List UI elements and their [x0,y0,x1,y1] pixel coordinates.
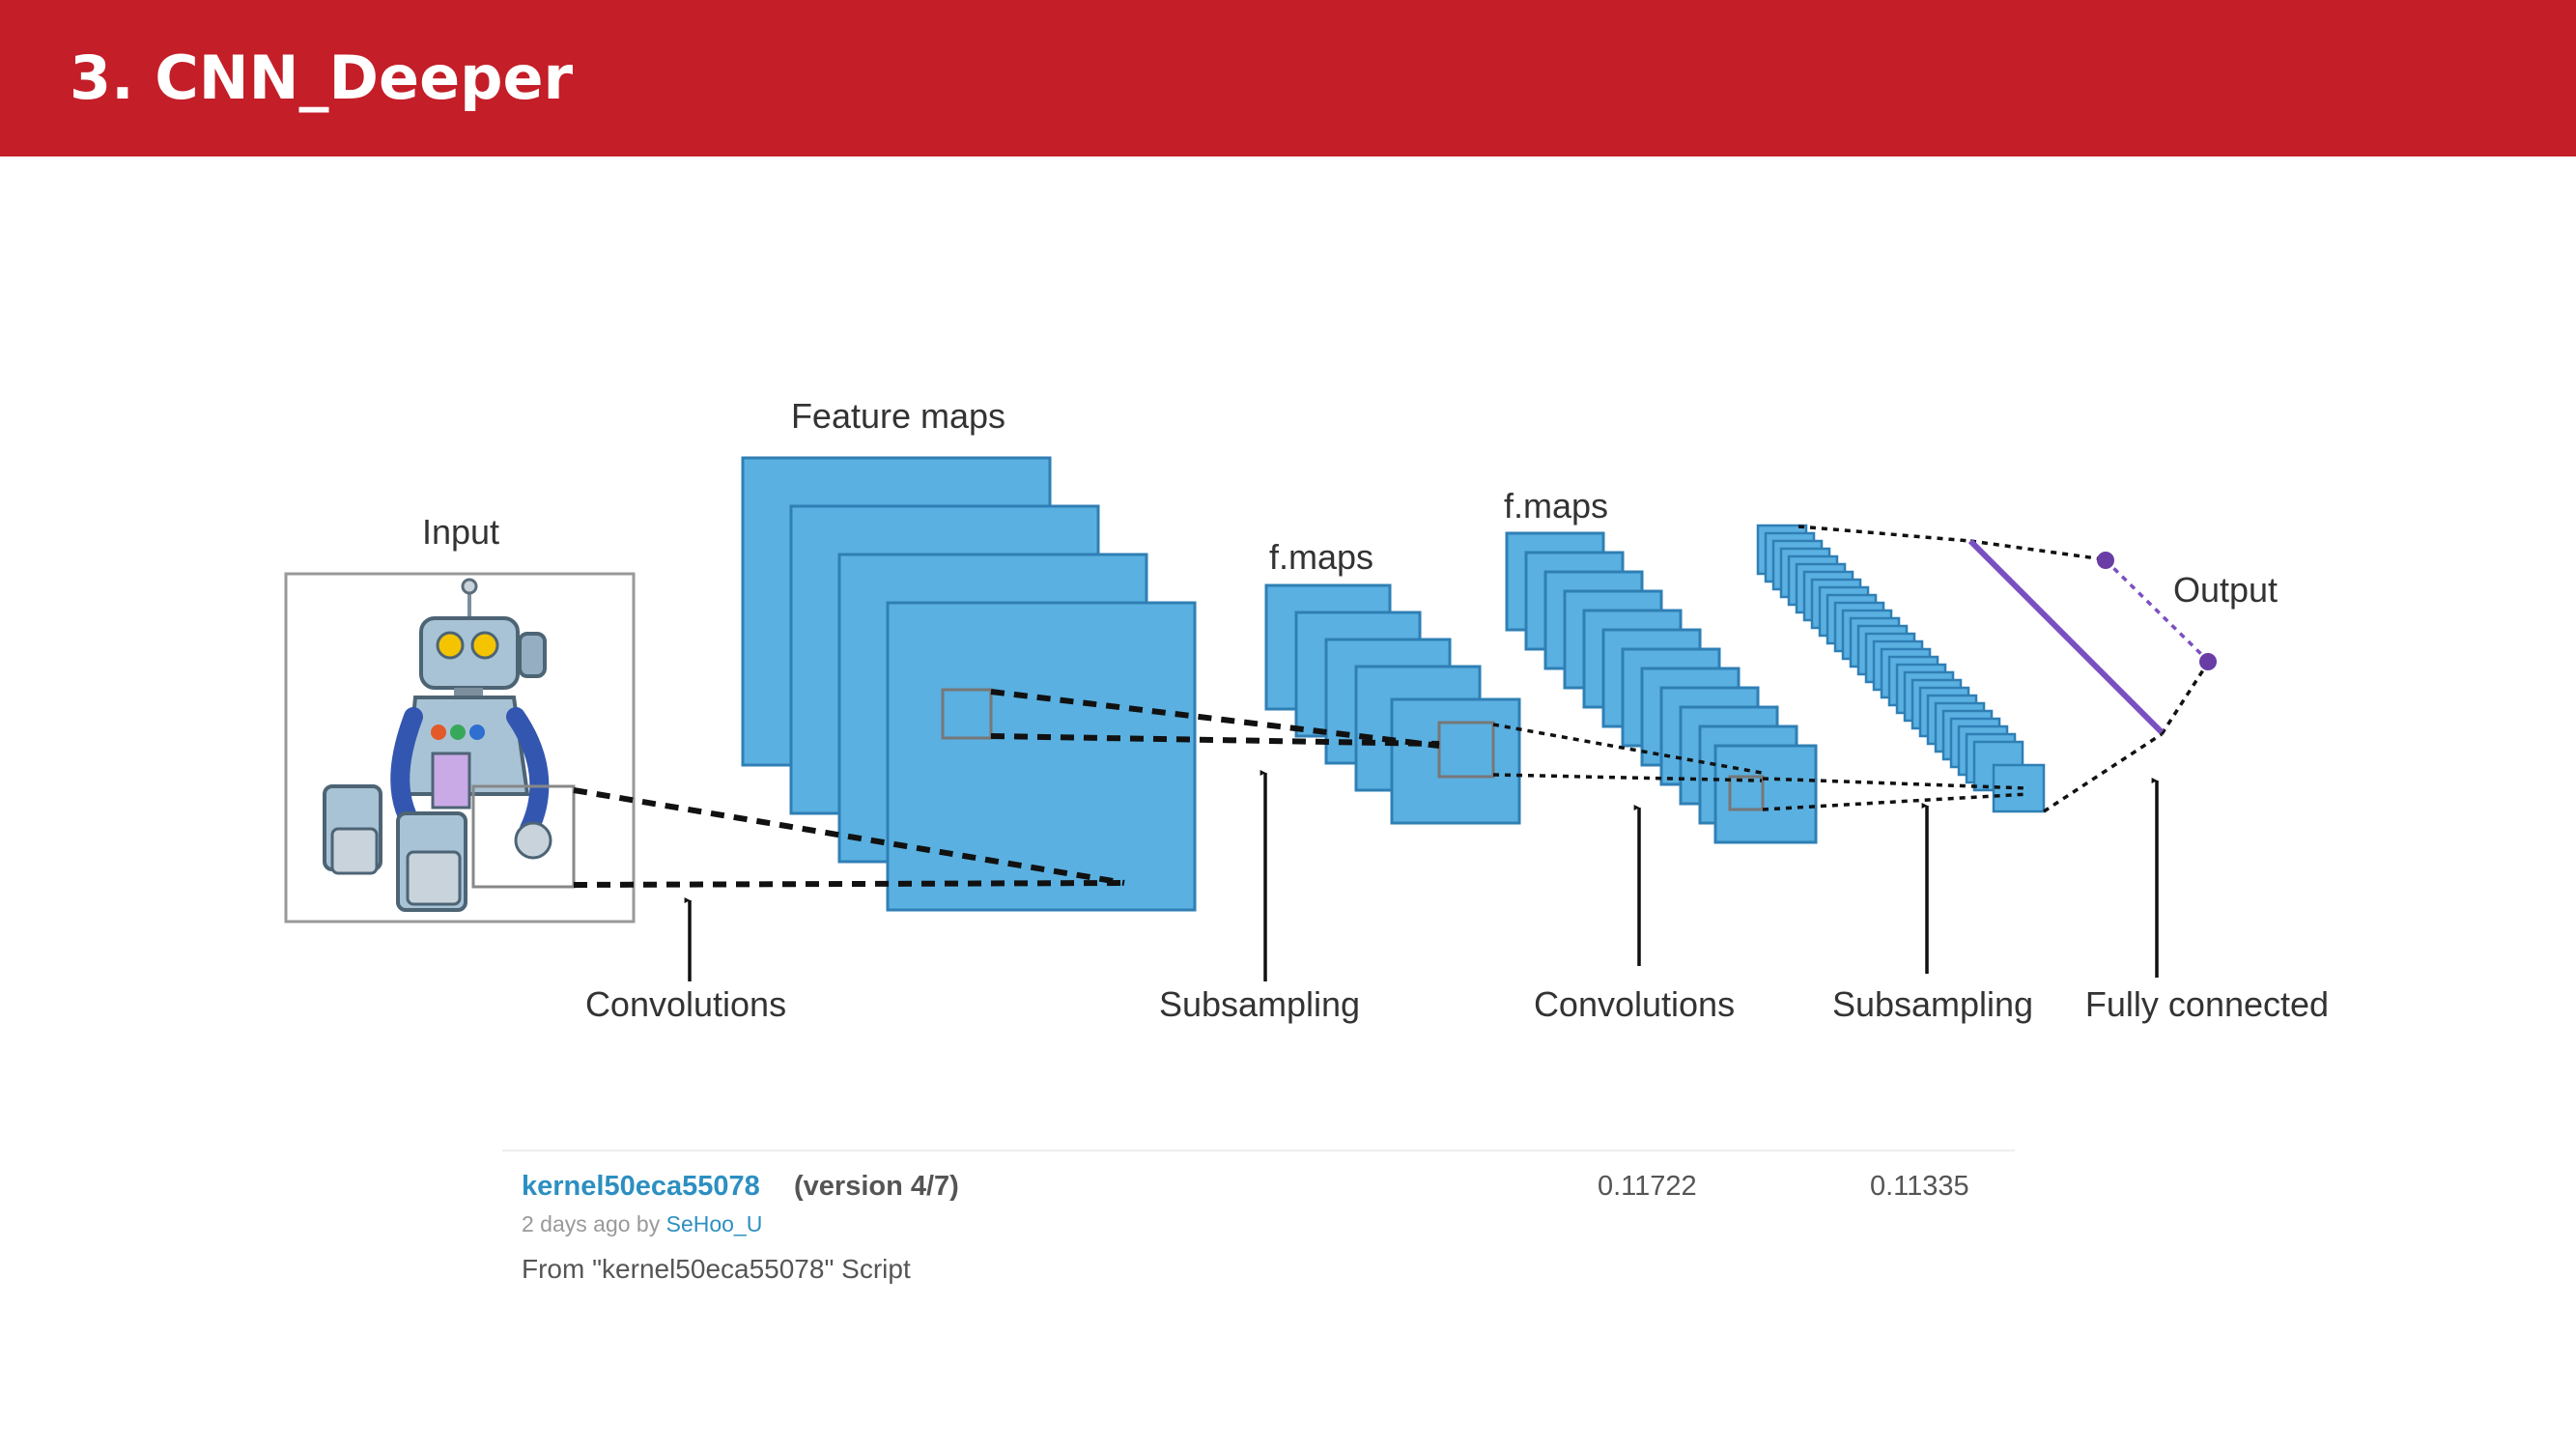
kernel-name-link[interactable]: kernel50eca55078 [522,1171,760,1202]
output-node-1 [2097,552,2114,569]
kernel-meta: 2 days ago by SeHoo_U [522,1211,762,1237]
output-node-2 [2199,653,2217,670]
fmaps-label-2: f.maps [1504,486,1608,526]
feature-maps-layer-2 [1505,531,1818,844]
kernel-entry: kernel50eca55078 (version 4/7) 2 days ag… [502,1150,2015,1306]
output-layer [1967,538,2217,735]
kernel-version: (version 4/7) [794,1171,959,1202]
robot-icon [323,578,552,912]
private-score: 0.11335 [1870,1171,1969,1202]
stage-label-convolutions-2: Convolutions [1534,984,1735,1024]
stage-label-fully-connected: Fully connected [2085,984,2329,1024]
slide-title: 3. CNN_Deeper [70,43,574,113]
kernel-time: 2 days ago by [522,1211,661,1236]
fmaps-label-1: f.maps [1269,537,1373,577]
stage-label-subsampling-2: Subsampling [1832,984,2033,1024]
public-score: 0.11722 [1598,1171,1697,1202]
input-label: Input [422,512,499,552]
stage-label-subsampling-1: Subsampling [1159,984,1360,1024]
feature-maps-layer-1 [741,456,1197,912]
kernel-author-link[interactable]: SeHoo_U [665,1211,763,1236]
feature-maps-subsampled-2 [1756,524,2046,813]
stage-arrows [684,770,2159,981]
title-bar: 3. CNN_Deeper [0,0,2576,156]
feature-maps-label: Feature maps [791,396,1005,436]
feature-maps-subsampled-1 [1264,583,1521,825]
projection-lines [573,525,2210,888]
stage-label-convolutions-1: Convolutions [585,984,786,1024]
kernel-source: From "kernel50eca55078" Script [522,1254,911,1284]
output-label: Output [2173,570,2278,610]
input-image [284,572,636,923]
